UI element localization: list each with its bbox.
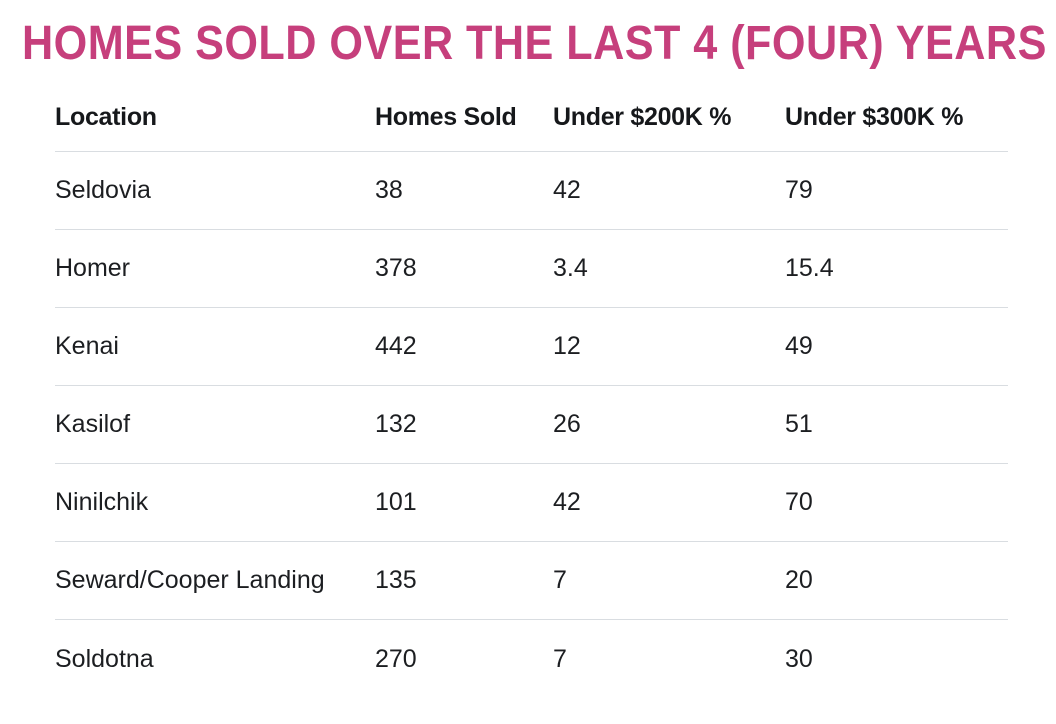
table-row-soldotna: Soldotna 270 7 30 [55, 620, 1008, 698]
cell-homes-sold: 132 [375, 410, 417, 438]
cell-under-300k: 49 [785, 332, 813, 360]
cell-under-300k: 70 [785, 488, 813, 516]
cell-under-200k: 42 [553, 488, 581, 516]
cell-under-200k: 7 [553, 566, 567, 594]
column-header-location: Location [55, 103, 157, 131]
cell-under-300k: 30 [785, 644, 813, 673]
cell-under-200k: 42 [553, 176, 581, 204]
cell-homes-sold: 270 [375, 644, 417, 673]
cell-under-200k: 7 [553, 644, 567, 673]
cell-location: Seldovia [55, 176, 151, 204]
column-header-homes-sold: Homes Sold [375, 103, 517, 131]
table-row-seward-cooper-landing: Seward/Cooper Landing 135 7 20 [55, 542, 1008, 620]
homes-sold-table: Location Homes Sold Under $200K % Under … [55, 84, 1008, 698]
page-title: HOMES SOLD OVER THE LAST 4 (FOUR) YEARS [22, 17, 1047, 70]
cell-location: Homer [55, 254, 131, 282]
cell-homes-sold: 378 [375, 254, 417, 282]
cell-homes-sold: 442 [375, 332, 417, 360]
cell-homes-sold: 101 [375, 488, 417, 516]
cell-location: Ninilchik [55, 488, 149, 516]
cell-location: Kenai [55, 332, 119, 360]
cell-under-300k: 51 [785, 410, 813, 438]
cell-under-200k: 12 [553, 332, 581, 360]
cell-under-200k: 26 [553, 410, 581, 438]
column-header-under-300k: Under $300K % [785, 103, 964, 131]
cell-location: Seward/Cooper Landing [55, 566, 325, 594]
cell-under-300k: 79 [785, 176, 813, 204]
table-row-homer: Homer 378 3.4 15.4 [55, 230, 1008, 308]
cell-location: Soldotna [55, 644, 154, 673]
table-row-seldovia: Seldovia 38 42 79 [55, 152, 1008, 230]
table-row-kenai: Kenai 442 12 49 [55, 308, 1008, 386]
cell-under-300k: 15.4 [785, 254, 834, 282]
cell-location: Kasilof [55, 410, 131, 438]
cell-homes-sold: 135 [375, 566, 417, 594]
cell-under-200k: 3.4 [553, 254, 588, 282]
table-header-row: Location Homes Sold Under $200K % Under … [55, 84, 1008, 152]
table-row-ninilchik: Ninilchik 101 42 70 [55, 464, 1008, 542]
column-header-under-200k: Under $200K % [553, 103, 732, 131]
table-row-kasilof: Kasilof 132 26 51 [55, 386, 1008, 464]
cell-under-300k: 20 [785, 566, 813, 594]
cell-homes-sold: 38 [375, 176, 403, 204]
